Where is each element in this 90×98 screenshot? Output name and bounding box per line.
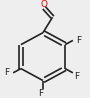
Text: F: F [38,89,44,98]
Text: F: F [74,72,79,81]
Text: F: F [76,36,81,45]
Text: O: O [41,0,48,9]
Text: F: F [5,68,10,77]
